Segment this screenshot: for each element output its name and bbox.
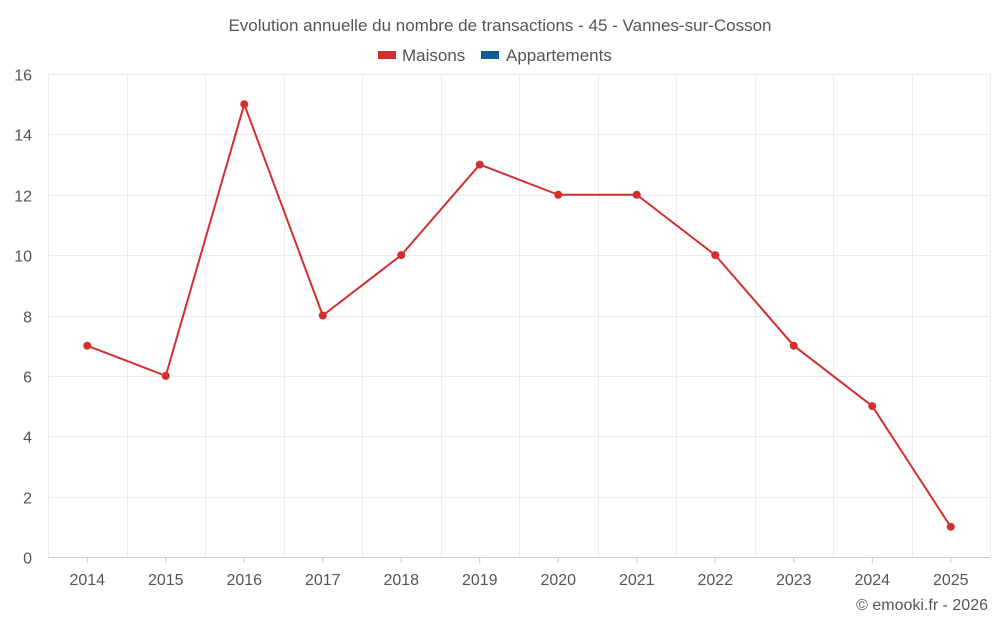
x-tick-label: 2024 (854, 572, 890, 589)
y-tick-label: 14 (14, 128, 32, 145)
legend: Maisons Appartements (378, 46, 612, 65)
x-tick-label: 2016 (226, 572, 262, 589)
legend-label-maisons: Maisons (402, 46, 465, 65)
y-tick-label: 2 (23, 491, 32, 508)
data-point[interactable] (946, 522, 955, 531)
chart-title: Evolution annuelle du nombre de transact… (228, 16, 771, 35)
y-tick-label: 12 (14, 189, 32, 206)
data-point[interactable] (789, 341, 798, 350)
y-tick-label: 4 (23, 430, 32, 447)
x-tick-label: 2020 (540, 572, 576, 589)
data-point[interactable] (868, 402, 877, 411)
x-tick-label: 2019 (462, 572, 498, 589)
data-point[interactable] (554, 190, 563, 199)
y-tick-label: 10 (14, 249, 32, 266)
y-tick-label: 16 (14, 68, 32, 85)
y-tick-label: 8 (23, 310, 32, 327)
x-tick-label: 2018 (383, 572, 419, 589)
data-point[interactable] (711, 251, 720, 260)
data-point[interactable] (161, 371, 170, 380)
series-maisons (83, 100, 955, 531)
gridlines (48, 74, 991, 557)
x-tick-label: 2014 (69, 572, 105, 589)
data-point[interactable] (318, 311, 327, 320)
data-point[interactable] (475, 160, 484, 169)
x-tick-label: 2023 (776, 572, 812, 589)
x-tick-label: 2017 (305, 572, 341, 589)
legend-swatch-maisons (378, 51, 396, 59)
legend-swatch-appartements (481, 51, 499, 59)
series-line-maisons (86, 103, 952, 528)
legend-label-appartements: Appartements (506, 46, 612, 65)
y-axis-ticks: 0 2 4 6 8 10 12 14 16 (14, 68, 32, 568)
x-axis-ticks: 2014 2015 2016 2017 2018 2019 2020 2021 2022 2023… (69, 557, 969, 589)
x-tick-label: 2022 (697, 572, 733, 589)
y-tick-label: 0 (23, 551, 32, 568)
credit-text: © emooki.fr - 2026 (856, 597, 988, 614)
data-point[interactable] (397, 251, 406, 260)
data-point[interactable] (632, 190, 641, 199)
y-tick-label: 6 (23, 370, 32, 387)
x-tick-label: 2021 (619, 572, 655, 589)
x-tick-label: 2025 (933, 572, 969, 589)
legend-item-appartements[interactable]: Appartements (481, 46, 612, 65)
data-point[interactable] (240, 100, 249, 109)
data-point[interactable] (83, 341, 92, 350)
legend-item-maisons[interactable]: Maisons (378, 46, 465, 65)
x-tick-label: 2015 (148, 572, 184, 589)
